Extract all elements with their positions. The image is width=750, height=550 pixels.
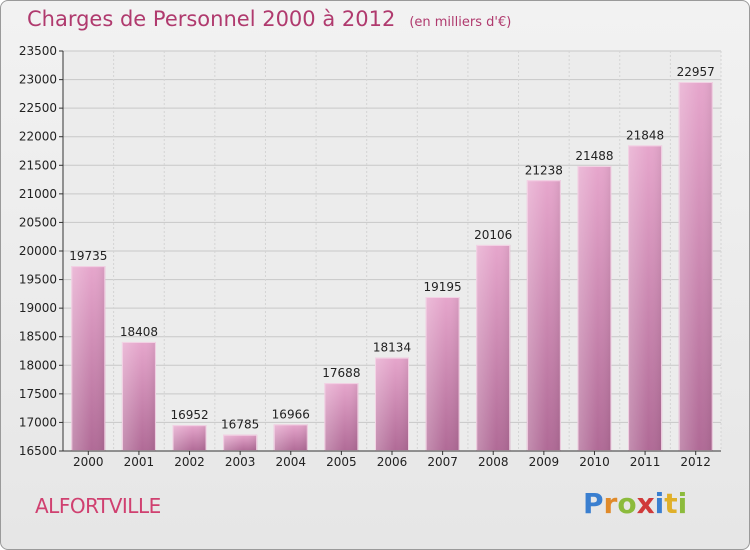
bar-shine [476,244,511,451]
x-tick-label: 2004 [275,455,306,469]
y-tick-label: 22500 [19,101,57,115]
y-tick-label: 23000 [19,73,57,87]
labels: 16500 17000 17500 18000 18500 19000 19500 20000… [19,44,715,469]
y-tick-label: 20500 [19,215,57,229]
x-tick-label: 2012 [680,455,711,469]
chart-title-text: Charges de Personnel 2000 à 2012 [27,7,396,31]
bar-shine [121,341,156,451]
city-name: ALFORTVILLE [35,494,161,518]
proxiti-logo: Proxiti [583,487,687,520]
y-tick-label: 19000 [19,301,57,315]
bar-shine [526,180,561,451]
chart-title: Charges de Personnel 2000 à 2012 (en mill… [27,7,511,31]
bar-shine [628,145,663,451]
data-label: 16952 [170,408,208,422]
bar-shine [223,434,258,451]
y-tick-label: 18000 [19,358,57,372]
x-tick-label: 2009 [529,455,560,469]
y-tick-label: 16500 [19,444,57,458]
bar-shine [324,383,359,451]
chart-subtitle: (en milliers d'€) [409,15,512,30]
data-label: 16785 [221,418,259,432]
x-tick-label: 2007 [427,455,458,469]
bars [71,82,713,452]
logo-letter: P [583,487,604,520]
data-label: 19735 [69,249,107,263]
bar-shine [678,82,713,452]
data-label: 18134 [373,341,411,355]
data-label: 21488 [575,149,613,163]
x-tick-label: 2005 [326,455,357,469]
x-tick-label: 2002 [174,455,205,469]
bar-shine [375,357,409,451]
x-tick-label: 2006 [377,455,408,469]
x-tick-label: 2011 [630,455,661,469]
bar-shine [71,266,106,451]
y-tick-label: 21500 [19,158,57,172]
x-tick-label: 2000 [73,455,104,469]
data-label: 21848 [626,128,664,142]
data-label: 16966 [272,407,310,421]
logo-letter: r [603,487,618,520]
y-tick-label: 19500 [19,273,57,287]
y-tick-label: 17000 [19,415,57,429]
bar-shine [425,297,460,451]
data-label: 19195 [424,280,462,294]
y-tick-label: 20000 [19,244,57,258]
y-tick-label: 21000 [19,187,57,201]
bar-shine [172,425,207,451]
data-label: 21238 [525,163,563,177]
logo-letter: i [677,487,688,520]
data-label: 18408 [120,325,158,339]
x-tick-label: 2010 [579,455,610,469]
y-tick-label: 23500 [19,44,57,58]
logo-letter: x [636,487,655,520]
data-label: 22957 [677,65,715,79]
bar-shine [577,165,612,451]
x-tick-label: 2003 [225,455,256,469]
logo-letter: o [617,487,637,520]
x-tick-label: 2001 [124,455,155,469]
data-label: 20106 [474,228,512,242]
bar-shine [273,424,308,451]
axes [59,50,721,455]
y-tick-label: 17500 [19,387,57,401]
x-tick-label: 2008 [478,455,509,469]
y-tick-label: 18500 [19,330,57,344]
y-tick-label: 22000 [19,130,57,144]
logo-letter: t [664,487,678,520]
data-label: 17688 [322,366,360,380]
logo-letter: i [654,487,665,520]
